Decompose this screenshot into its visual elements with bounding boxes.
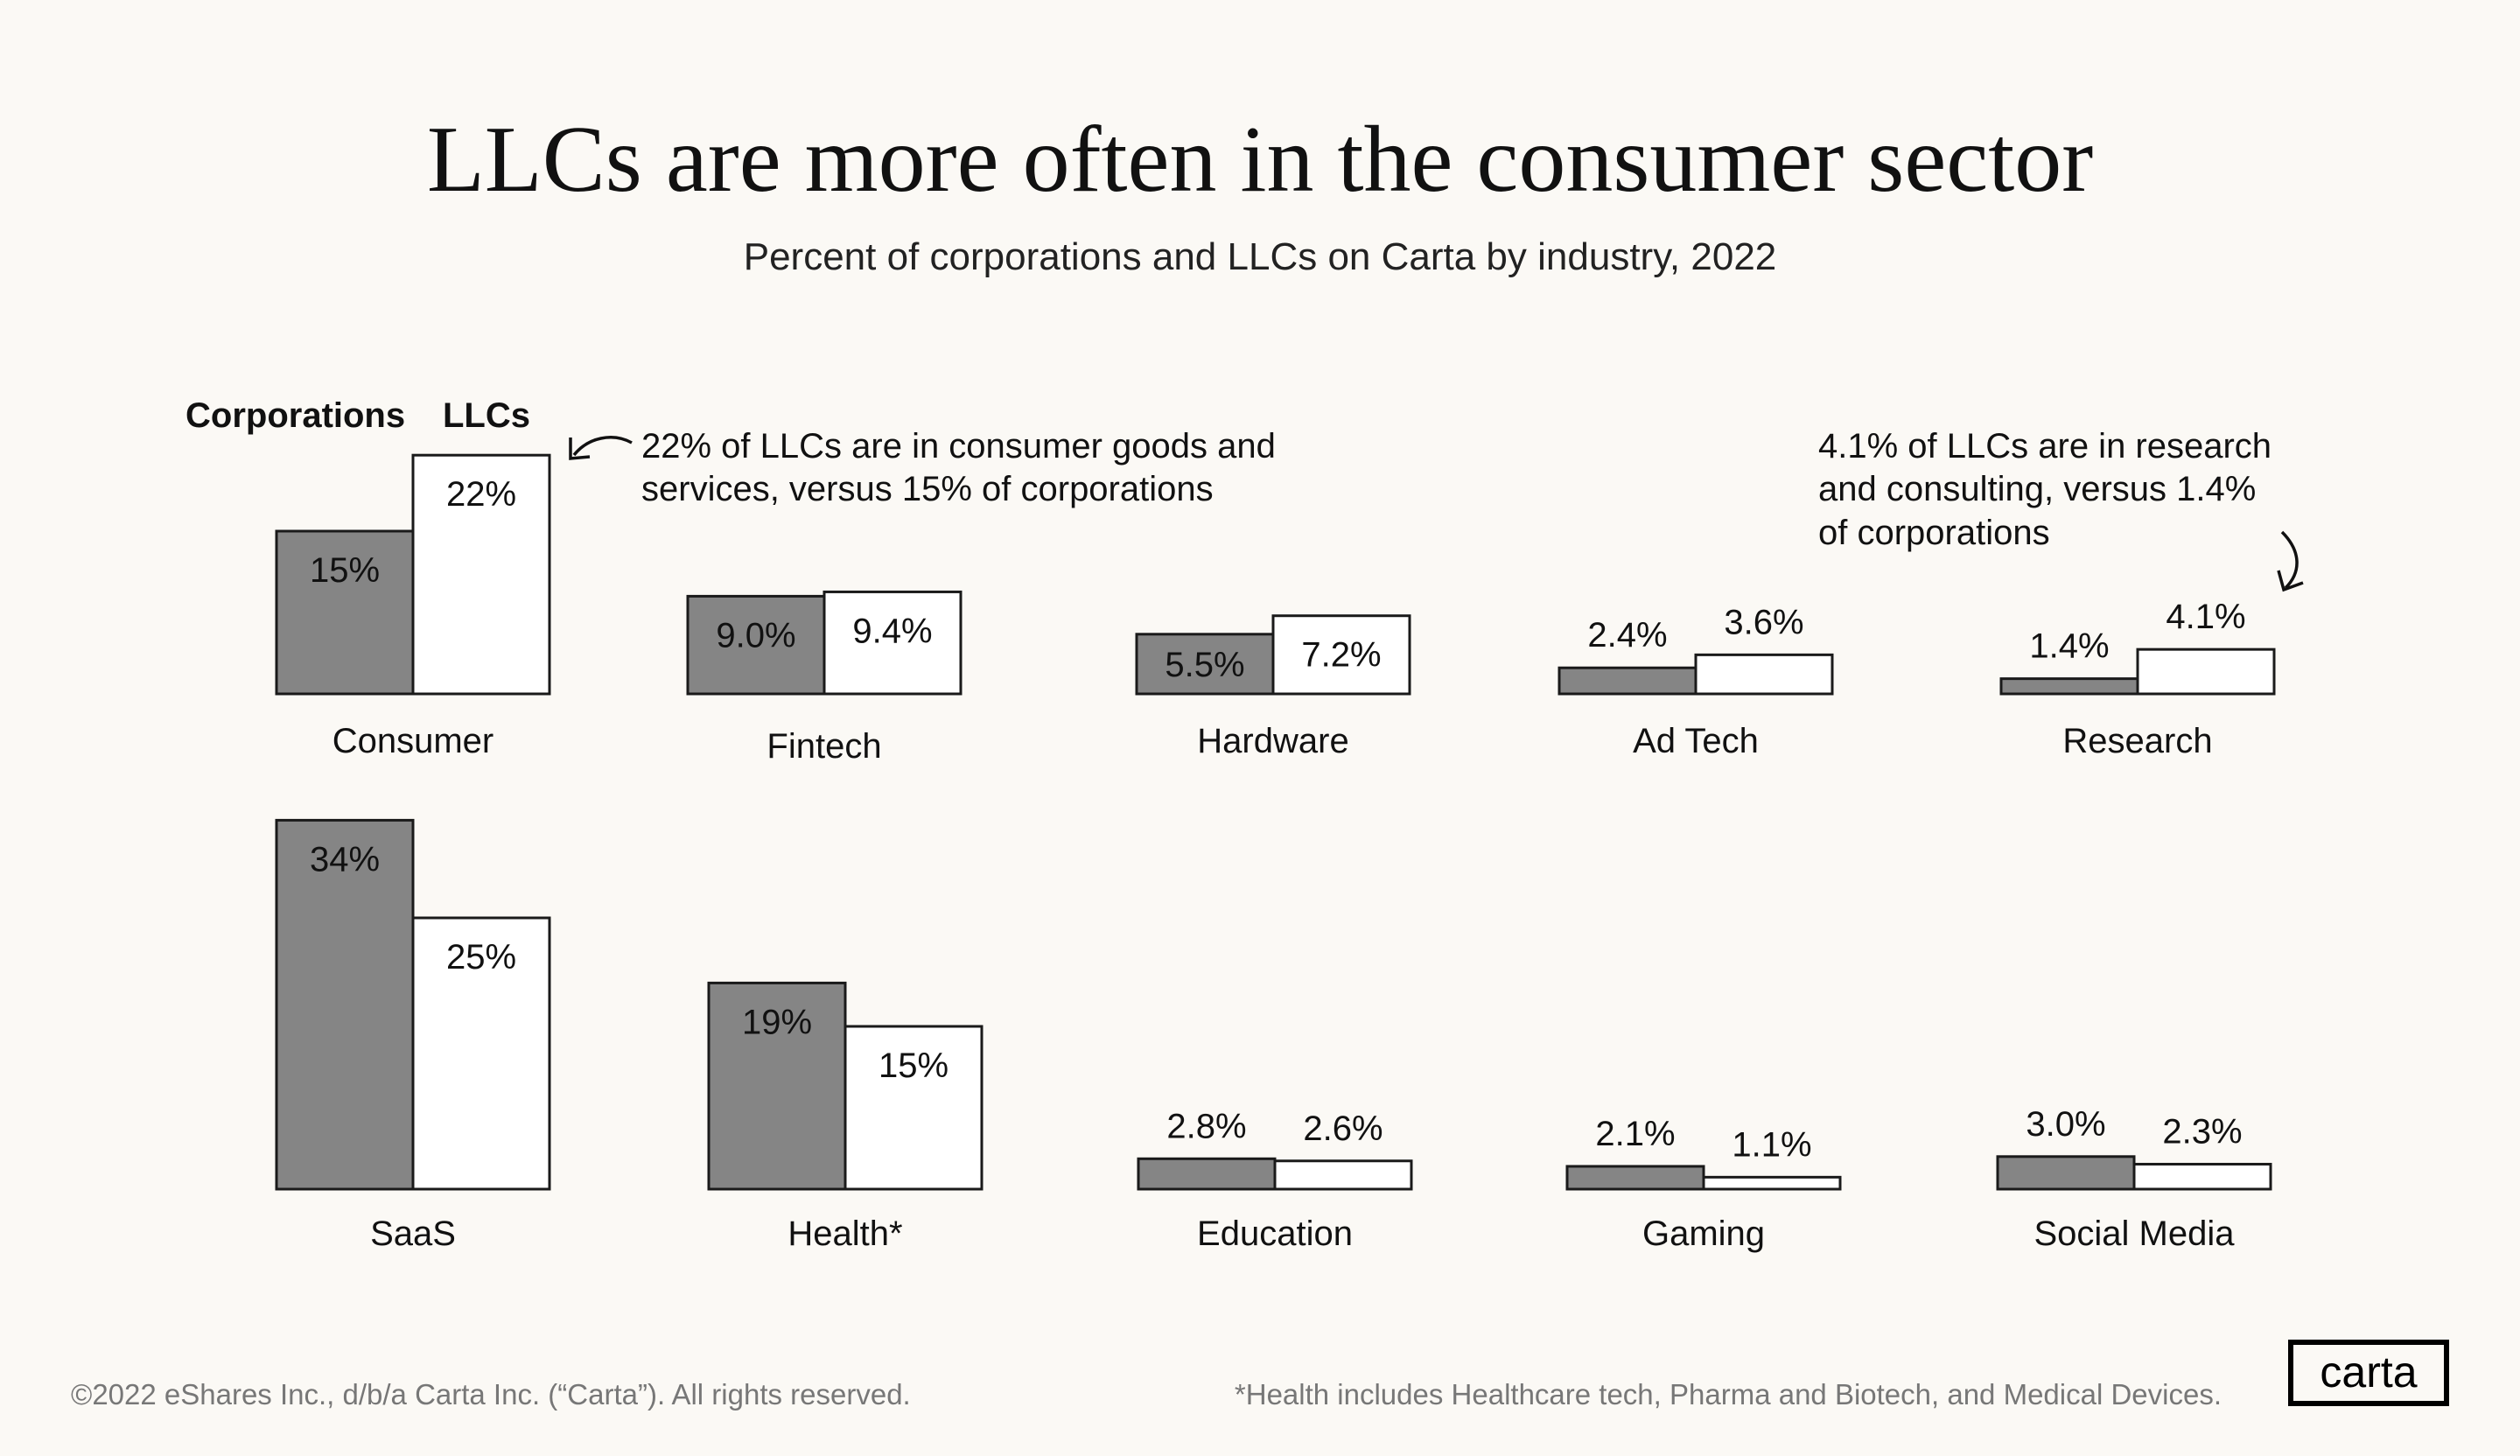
- data-label: 34%: [310, 840, 380, 878]
- chart-subtitle: Percent of corporations and LLCs on Cart…: [744, 235, 1777, 278]
- bar-groups: 15% 22% Consumer 9.0% 9.4% Fintech 5.5% 7.2% Har…: [275, 453, 2276, 1253]
- chart-title: LLCs are more often in the consumer sect…: [427, 108, 2093, 212]
- data-label: 2.3%: [2162, 1112, 2242, 1151]
- bar-group-consumer: 15% 22% Consumer: [275, 453, 551, 760]
- bar-corporations: [1135, 633, 1275, 696]
- bar-corporations: [1999, 677, 2139, 696]
- bar-llcs: [1271, 614, 1411, 696]
- bar-group-fintech: 9.0% 9.4% Fintech: [686, 590, 962, 766]
- category-label: Gaming: [1642, 1214, 1765, 1253]
- bar-group-gaming: 2.1% 1.1% Gaming: [1565, 1115, 1842, 1253]
- bar-group-education: 2.8% 2.6% Education: [1137, 1107, 1413, 1253]
- bar-group-saas: 34% 25% SaaS: [275, 818, 551, 1253]
- bar-llcs: [2136, 648, 2276, 696]
- logo-text: carta: [2320, 1348, 2417, 1396]
- bar-corporations: [275, 818, 415, 1191]
- data-label: 22%: [446, 475, 516, 514]
- bar-llcs: [1273, 1159, 1413, 1191]
- bar-group-health: 19% 15% Health*: [707, 981, 984, 1253]
- bar-corporations: [686, 594, 826, 696]
- copyright-text: ©2022 eShares Inc., d/b/a Carta Inc. (“C…: [71, 1378, 911, 1410]
- footnote-text: *Health includes Healthcare tech, Pharma…: [1235, 1378, 2222, 1410]
- category-label: SaaS: [370, 1214, 456, 1253]
- bar-llcs: [1702, 1175, 1842, 1191]
- bar-corporations: [275, 529, 415, 696]
- data-label: 9.4%: [852, 612, 932, 650]
- bar-corporations: [707, 981, 847, 1191]
- annotation-line: 22% of LLCs are in consumer goods and: [641, 427, 1276, 466]
- bar-llcs: [1694, 653, 1834, 696]
- annotation-line: 4.1% of LLCs are in research: [1818, 427, 2272, 466]
- data-label: 2.4%: [1587, 616, 1667, 654]
- curved-arrow-icon: [2280, 530, 2299, 590]
- category-label: Research: [2062, 722, 2212, 760]
- bar-group-research: 1.4% 4.1% Research: [1999, 598, 2276, 760]
- category-label: Ad Tech: [1633, 722, 1759, 760]
- bar-corporations: [1996, 1155, 2136, 1191]
- bar-llcs: [2132, 1162, 2272, 1191]
- category-label: Education: [1197, 1214, 1353, 1253]
- carta-logo: carta: [2288, 1340, 2449, 1406]
- data-label: 3.0%: [2026, 1105, 2105, 1144]
- bar-corporations: [1565, 1165, 1705, 1191]
- annotation-line: and consulting, versus 1.4%: [1818, 470, 2256, 508]
- data-label: 4.1%: [2166, 598, 2245, 636]
- data-label: 9.0%: [716, 616, 795, 654]
- data-label: 7.2%: [1301, 636, 1381, 675]
- bar-group-ad-tech: 2.4% 3.6% Ad Tech: [1558, 603, 1834, 760]
- data-label: 5.5%: [1165, 646, 1244, 684]
- annotation-research: 4.1% of LLCs are in research and consult…: [1818, 427, 2304, 592]
- bar-llcs: [411, 453, 551, 696]
- data-label: 3.6%: [1724, 603, 1803, 641]
- bar-corporations: [1137, 1157, 1277, 1191]
- bar-llcs: [411, 916, 551, 1191]
- bar-llcs: [822, 590, 962, 696]
- arrowhead-icon: [2277, 570, 2304, 592]
- data-label: 1.1%: [1732, 1125, 1811, 1164]
- bar-corporations: [1558, 666, 1698, 696]
- bar-group-social-media: 3.0% 2.3% Social Media: [1996, 1105, 2272, 1253]
- category-label: Hardware: [1197, 722, 1348, 760]
- data-label: 19%: [742, 1003, 812, 1041]
- bar-group-hardware: 5.5% 7.2% Hardware: [1135, 614, 1411, 760]
- category-label: Health*: [788, 1214, 902, 1253]
- annotation-consumer: 22% of LLCs are in consumer goods and se…: [569, 427, 1276, 508]
- bar-llcs: [844, 1025, 984, 1191]
- category-label: Social Media: [2034, 1214, 2235, 1253]
- annotation-line: services, versus 15% of corporations: [641, 470, 1214, 508]
- data-label: 2.8%: [1166, 1107, 1246, 1145]
- curved-arrow-icon: [572, 436, 633, 457]
- legend-corporations: Corporations: [186, 396, 405, 435]
- legend-llcs: LLCs: [443, 396, 530, 435]
- annotation-line: of corporations: [1818, 514, 2050, 552]
- arrowhead-icon: [569, 438, 591, 460]
- category-label: Consumer: [332, 722, 494, 760]
- category-label: Fintech: [766, 727, 881, 766]
- logo-frame: [2288, 1340, 2449, 1406]
- data-label: 25%: [446, 938, 516, 976]
- data-label: 1.4%: [2029, 627, 2109, 666]
- data-label: 2.1%: [1595, 1115, 1675, 1153]
- data-label: 2.6%: [1303, 1110, 1382, 1148]
- data-label: 15%: [878, 1046, 948, 1085]
- data-label: 15%: [310, 551, 380, 590]
